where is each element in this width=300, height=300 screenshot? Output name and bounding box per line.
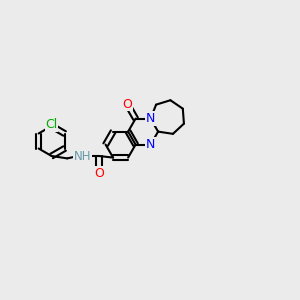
Text: O: O — [94, 167, 104, 180]
Text: O: O — [122, 98, 132, 111]
Text: N: N — [146, 138, 155, 151]
Text: Cl: Cl — [46, 118, 58, 131]
Text: N: N — [146, 112, 155, 125]
Text: NH: NH — [74, 149, 91, 163]
